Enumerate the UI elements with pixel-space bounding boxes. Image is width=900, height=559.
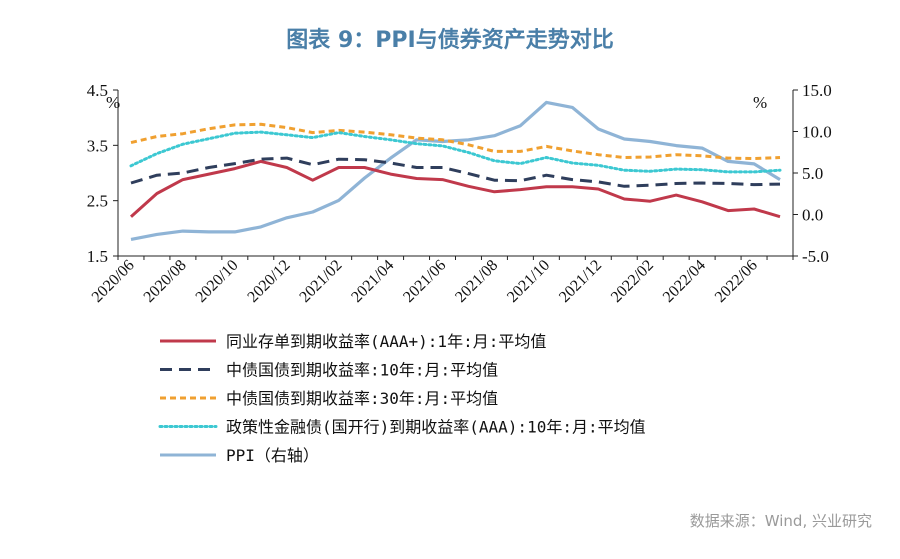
y-left-tick-label: 2.5	[87, 192, 108, 211]
series-line-zcx	[129, 130, 782, 174]
series-line-gz10	[130, 156, 781, 188]
series-line-tongye	[129, 159, 781, 219]
chart-axes: 4.53.52.51.515.010.05.00.0-5.0% %2020/06 2…	[87, 81, 832, 306]
y-left-tick-label: 1.5	[87, 247, 108, 266]
series-line-ppi	[130, 100, 781, 241]
legend-label-gz10: 中债国债到期收益率:10年:月:平均值	[226, 361, 498, 380]
x-tick-label: 2022/06	[712, 257, 761, 306]
x-tick-label: 2021/10	[504, 257, 553, 306]
chart-legend: 同业存单到期收益率(AAA+):1年:月:平均值中债国债到期收益率:10年:月:…	[158, 332, 646, 465]
y-right-tick-label: 15.0	[802, 81, 832, 100]
legend-label-ppi: PPI（右轴）	[226, 446, 319, 465]
y-left-tick-label: 4.5	[87, 81, 108, 100]
legend-label-zcx: 政策性金融债(国开行)到期收益率(AAA):10年:月:平均值	[226, 418, 646, 437]
x-tick-label: 2021/04	[348, 257, 397, 306]
x-tick-label: 2021/08	[452, 257, 501, 306]
y-right-tick-label: 10.0	[802, 123, 832, 142]
x-tick-label: 2020/12	[244, 257, 293, 306]
y-left-unit: %	[106, 93, 120, 112]
x-tick-label: 2022/04	[660, 257, 709, 306]
chart-plot	[129, 100, 782, 241]
legend-label-gz30: 中债国债到期收益率:30年:月:平均值	[226, 389, 498, 408]
source-note: 数据来源：Wind, 兴业研究	[689, 512, 872, 530]
y-right-tick-label: 0.0	[802, 206, 823, 225]
x-tick-label: 2020/10	[193, 257, 242, 306]
x-tick-label: 2022/02	[608, 257, 657, 306]
chart-title: 图表 9：PPI与债券资产走势对比	[286, 28, 614, 53]
y-right-tick-label: 5.0	[802, 164, 823, 183]
legend-label-tongye: 同业存单到期收益率(AAA+):1年:月:平均值	[226, 332, 546, 351]
y-right-unit: %	[753, 93, 767, 112]
x-tick-label: 2021/02	[296, 257, 345, 306]
x-tick-label: 2020/08	[141, 257, 190, 306]
x-tick-label: 2021/12	[556, 257, 605, 306]
x-tick-label: 2021/06	[400, 257, 449, 306]
y-left-tick-label: 3.5	[87, 136, 108, 155]
y-right-tick-label: -5.0	[802, 247, 829, 266]
